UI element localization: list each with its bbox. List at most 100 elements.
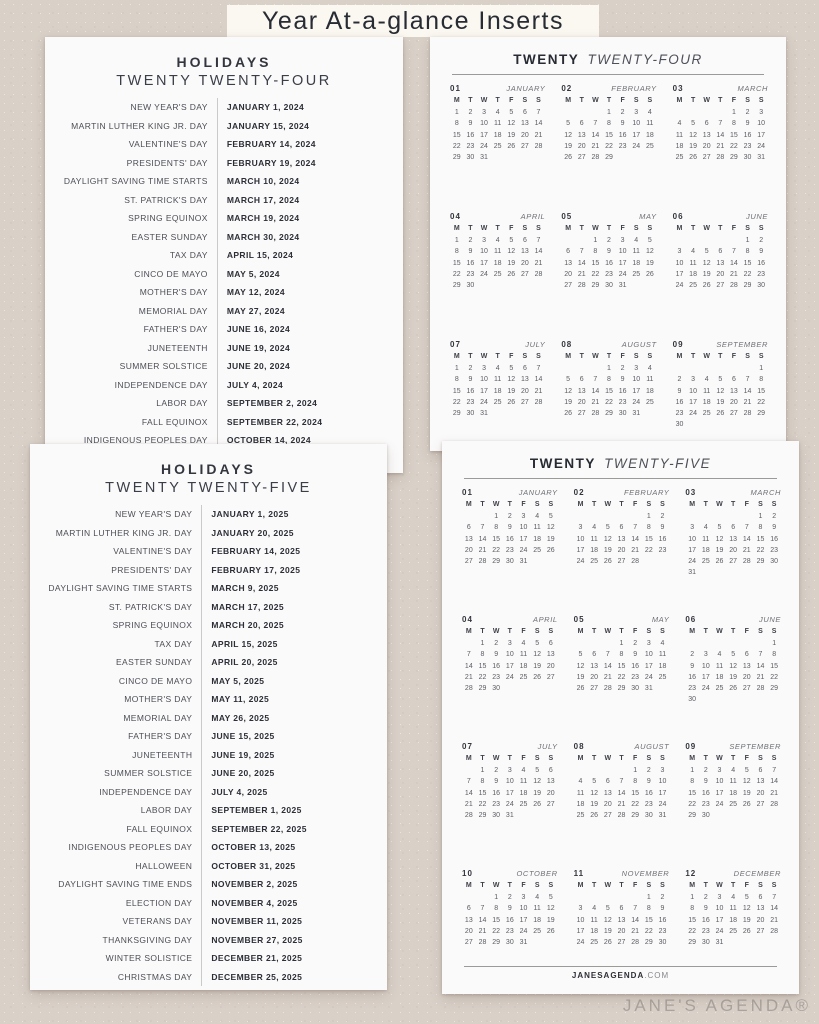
day-cell: 10: [480, 248, 488, 256]
day-cell: 4: [495, 109, 500, 116]
day-cell: 25: [493, 270, 502, 278]
day-cell: 14: [770, 905, 779, 913]
day-cell: 19: [533, 789, 542, 797]
day-cell: 11: [590, 535, 598, 543]
holiday-list-2025: NEW YEAR'S DAY JANUARY 1, 2025 MARTIN LUTH…: [30, 505, 387, 986]
day-cell: 29: [730, 154, 738, 162]
day-cell: 12: [546, 524, 555, 532]
day-cell: 20: [756, 789, 765, 797]
day-cell: 25: [493, 398, 502, 406]
day-cell: 13: [617, 916, 626, 924]
day-cell: 7: [758, 651, 763, 659]
day-cell: 26: [533, 673, 542, 681]
day-cell: 16: [466, 259, 475, 267]
day-cell: 23: [605, 270, 613, 278]
weekday-label: S: [534, 501, 540, 508]
day-cell: [589, 363, 603, 374]
day-cell: 9: [677, 387, 682, 395]
day-cell: 10: [576, 535, 585, 543]
day-cell: 21: [631, 927, 640, 935]
day-cell: [628, 892, 642, 903]
day-cell: 20: [564, 270, 573, 278]
day-cell: 30: [505, 939, 514, 947]
day-cell: [713, 511, 727, 522]
day-cell: 21: [534, 387, 543, 395]
day-cell: 7: [480, 905, 485, 913]
day-cell: 2: [494, 767, 499, 774]
day-grid: 1 2 3 4 5 6 7 8 9 10 11 12 13 14 15 16 17 18 19 20 21 22 23 24 2…: [685, 638, 781, 706]
weekday-label: S: [646, 882, 652, 889]
day-cell: 17: [632, 387, 641, 395]
day-cell: [740, 810, 754, 821]
day-cell: 5: [578, 651, 583, 659]
day-cell: 26: [603, 558, 612, 566]
holiday-name: HALLOWEEN: [135, 860, 193, 871]
day-cell: 24: [519, 546, 528, 554]
month-name: JULY: [525, 340, 546, 349]
month-name: MAY: [639, 212, 657, 221]
holiday-row: EASTER SUNDAY APRIL 20, 2025: [30, 653, 387, 672]
day-cell: 27: [564, 282, 573, 290]
holiday-date: NOVEMBER 4, 2025: [201, 893, 387, 912]
weekday-label: S: [646, 501, 652, 508]
day-cell: 1: [646, 894, 651, 901]
day-cell: 5: [566, 120, 571, 128]
weekday-label: W: [592, 353, 599, 360]
day-cell: 7: [466, 651, 471, 659]
day-cell: 23: [701, 927, 710, 935]
weekday-label: M: [577, 628, 584, 635]
holiday-row: SUMMER SOLSTICE JUNE 20, 2025: [30, 764, 387, 783]
weekday-label: M: [465, 501, 472, 508]
day-cell: 1: [494, 513, 499, 520]
day-cell: 11: [533, 905, 541, 913]
day-cell: 8: [772, 651, 777, 659]
month-january: 01 JANUARY M T W T F S S 1 2 3 4 5 6 7 8 9 10 11 12 13 14 15 16 1…: [462, 488, 558, 615]
day-cell: 29: [478, 812, 487, 820]
day-cell: 1: [480, 767, 485, 774]
weekday-label: M: [689, 501, 696, 508]
day-cell: 20: [590, 673, 599, 681]
day-cell: 19: [742, 916, 751, 924]
day-cell: 6: [579, 376, 584, 384]
month-header: 03 MARCH: [673, 84, 768, 95]
day-cell: [532, 408, 546, 419]
day-cell: 11: [576, 789, 585, 797]
day-cell: 6: [548, 767, 553, 774]
day-cell: 5: [605, 905, 610, 913]
weekday-label: S: [522, 97, 528, 104]
day-cell: 2: [468, 237, 473, 244]
day-cell: 2: [633, 640, 638, 647]
day-cell: 7: [633, 524, 638, 532]
day-cell: 14: [577, 259, 586, 267]
day-cell: 28: [591, 154, 600, 162]
holiday-date: FEBRUARY 14, 2024: [216, 135, 403, 154]
day-cell: 17: [701, 673, 710, 681]
month-grid-2024: 01 JANUARY M T W T F S S 1 2 3 4 5 6 7 8 9 10 11 12 13 14 15 16 1…: [430, 75, 786, 468]
day-cell: 19: [564, 142, 573, 150]
day-cell: 30: [618, 410, 627, 418]
day-cell: 28: [464, 685, 473, 693]
day-cell: 12: [576, 662, 585, 670]
day-cell: 7: [593, 376, 598, 384]
day-cell: [740, 511, 754, 522]
day-cell: 27: [546, 673, 555, 681]
weekday-label: M: [465, 882, 472, 889]
day-grid: 1 2 3 4 5 6 7 8 9 10 11 12 13 14 15 16 17 18 19 20 21 22 23 24 2…: [462, 638, 558, 694]
holiday-row: MEMORIAL DAY MAY 26, 2025: [30, 708, 387, 727]
holiday-date: APRIL 15, 2025: [201, 634, 387, 653]
day-cell: 19: [716, 398, 725, 406]
day-cell: 7: [718, 120, 723, 128]
day-cell: 27: [577, 154, 586, 162]
day-cell: 27: [577, 410, 586, 418]
holiday-date: MARCH 19, 2024: [216, 209, 403, 228]
holiday-date: JANUARY 15, 2024: [216, 116, 403, 135]
day-cell: 12: [729, 662, 738, 670]
day-cell: 27: [716, 282, 725, 290]
day-cell: [544, 683, 558, 694]
holiday-date: JULY 4, 2024: [216, 375, 403, 394]
day-cell: 27: [702, 154, 711, 162]
holidays-subtitle: TWENTY TWENTY-FIVE: [105, 480, 312, 496]
day-cell: 21: [591, 142, 600, 150]
day-cell: 2: [703, 894, 708, 901]
